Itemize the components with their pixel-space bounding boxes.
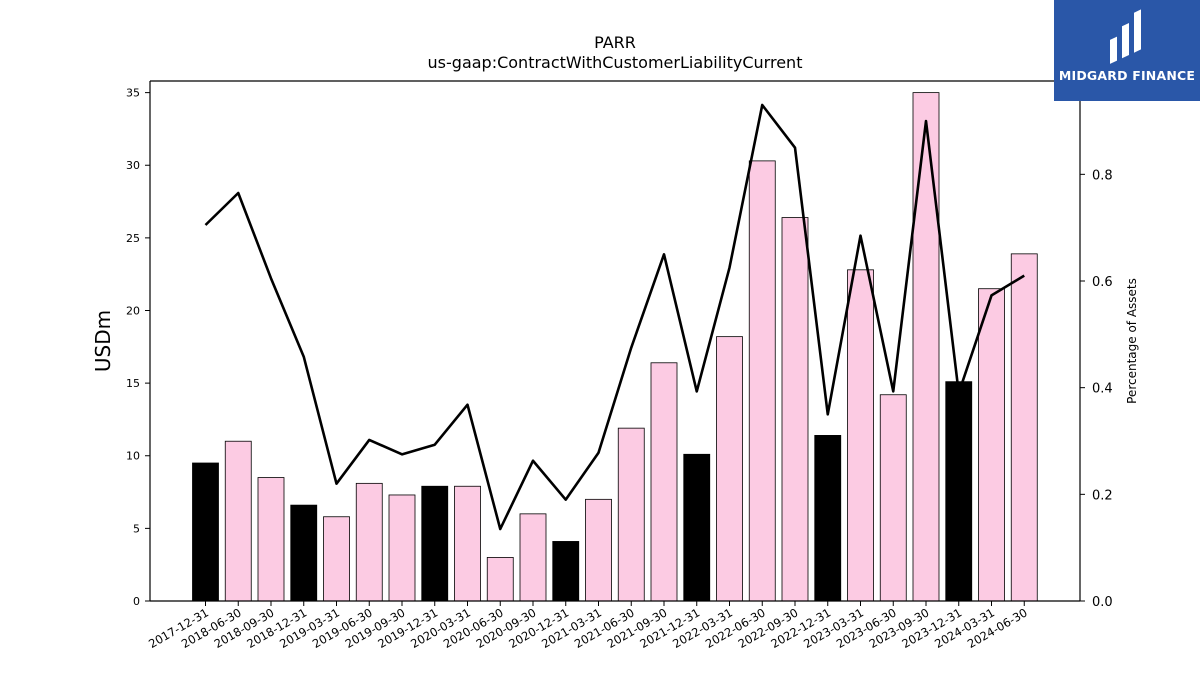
bar	[945, 381, 973, 602]
bar	[814, 435, 842, 602]
bar	[192, 462, 219, 602]
bar	[421, 485, 449, 602]
bar	[355, 482, 383, 602]
bar	[912, 92, 940, 602]
bar	[683, 453, 711, 602]
logo-mark-icon	[1110, 9, 1141, 64]
line-layer	[204, 103, 1025, 531]
bar	[323, 516, 350, 602]
bar	[519, 513, 547, 602]
y-tick-label: 30	[126, 159, 140, 172]
y-tick-label: 20	[126, 304, 140, 317]
y-axis-label: USDm	[91, 310, 115, 372]
bar	[224, 440, 252, 602]
bar	[716, 336, 743, 602]
bar	[978, 288, 1005, 602]
y-tick-label: 0	[133, 595, 140, 608]
bar	[552, 541, 580, 602]
bar	[290, 504, 318, 602]
bar	[454, 485, 481, 602]
y-tick-label: 5	[133, 522, 140, 535]
chart-subtitle: us-gaap:ContractWithCustomerLiabilityCur…	[428, 53, 803, 72]
brand-logo: MIDGARD FINANCE	[1054, 0, 1200, 101]
bar	[847, 269, 874, 602]
bar	[617, 427, 645, 602]
bar	[650, 362, 678, 602]
bar	[585, 498, 612, 602]
y-tick-label: 15	[126, 377, 140, 390]
y-tick-label: 25	[126, 232, 140, 245]
bar	[388, 494, 416, 602]
y2-tick-label: 0.0	[1092, 595, 1113, 610]
chart-title: PARR	[594, 33, 636, 52]
y2-tick-label: 0.4	[1092, 382, 1113, 397]
logo-text: MIDGARD FINANCE	[1058, 68, 1196, 83]
y2-axis-label: Percentage of Assets	[1125, 278, 1139, 404]
line-series	[204, 103, 1025, 531]
y2-tick-label: 0.2	[1092, 488, 1113, 503]
bar	[1010, 253, 1038, 602]
bar	[486, 557, 514, 602]
y-tick-label: 35	[126, 87, 140, 100]
bar	[781, 217, 809, 602]
y2-tick-label: 0.6	[1092, 275, 1113, 290]
bar	[257, 477, 285, 602]
bar-group	[192, 92, 1038, 602]
bar	[748, 160, 776, 602]
y-tick-label: 10	[126, 450, 140, 463]
y2-tick-label: 0.8	[1092, 168, 1113, 183]
bar	[879, 394, 907, 602]
